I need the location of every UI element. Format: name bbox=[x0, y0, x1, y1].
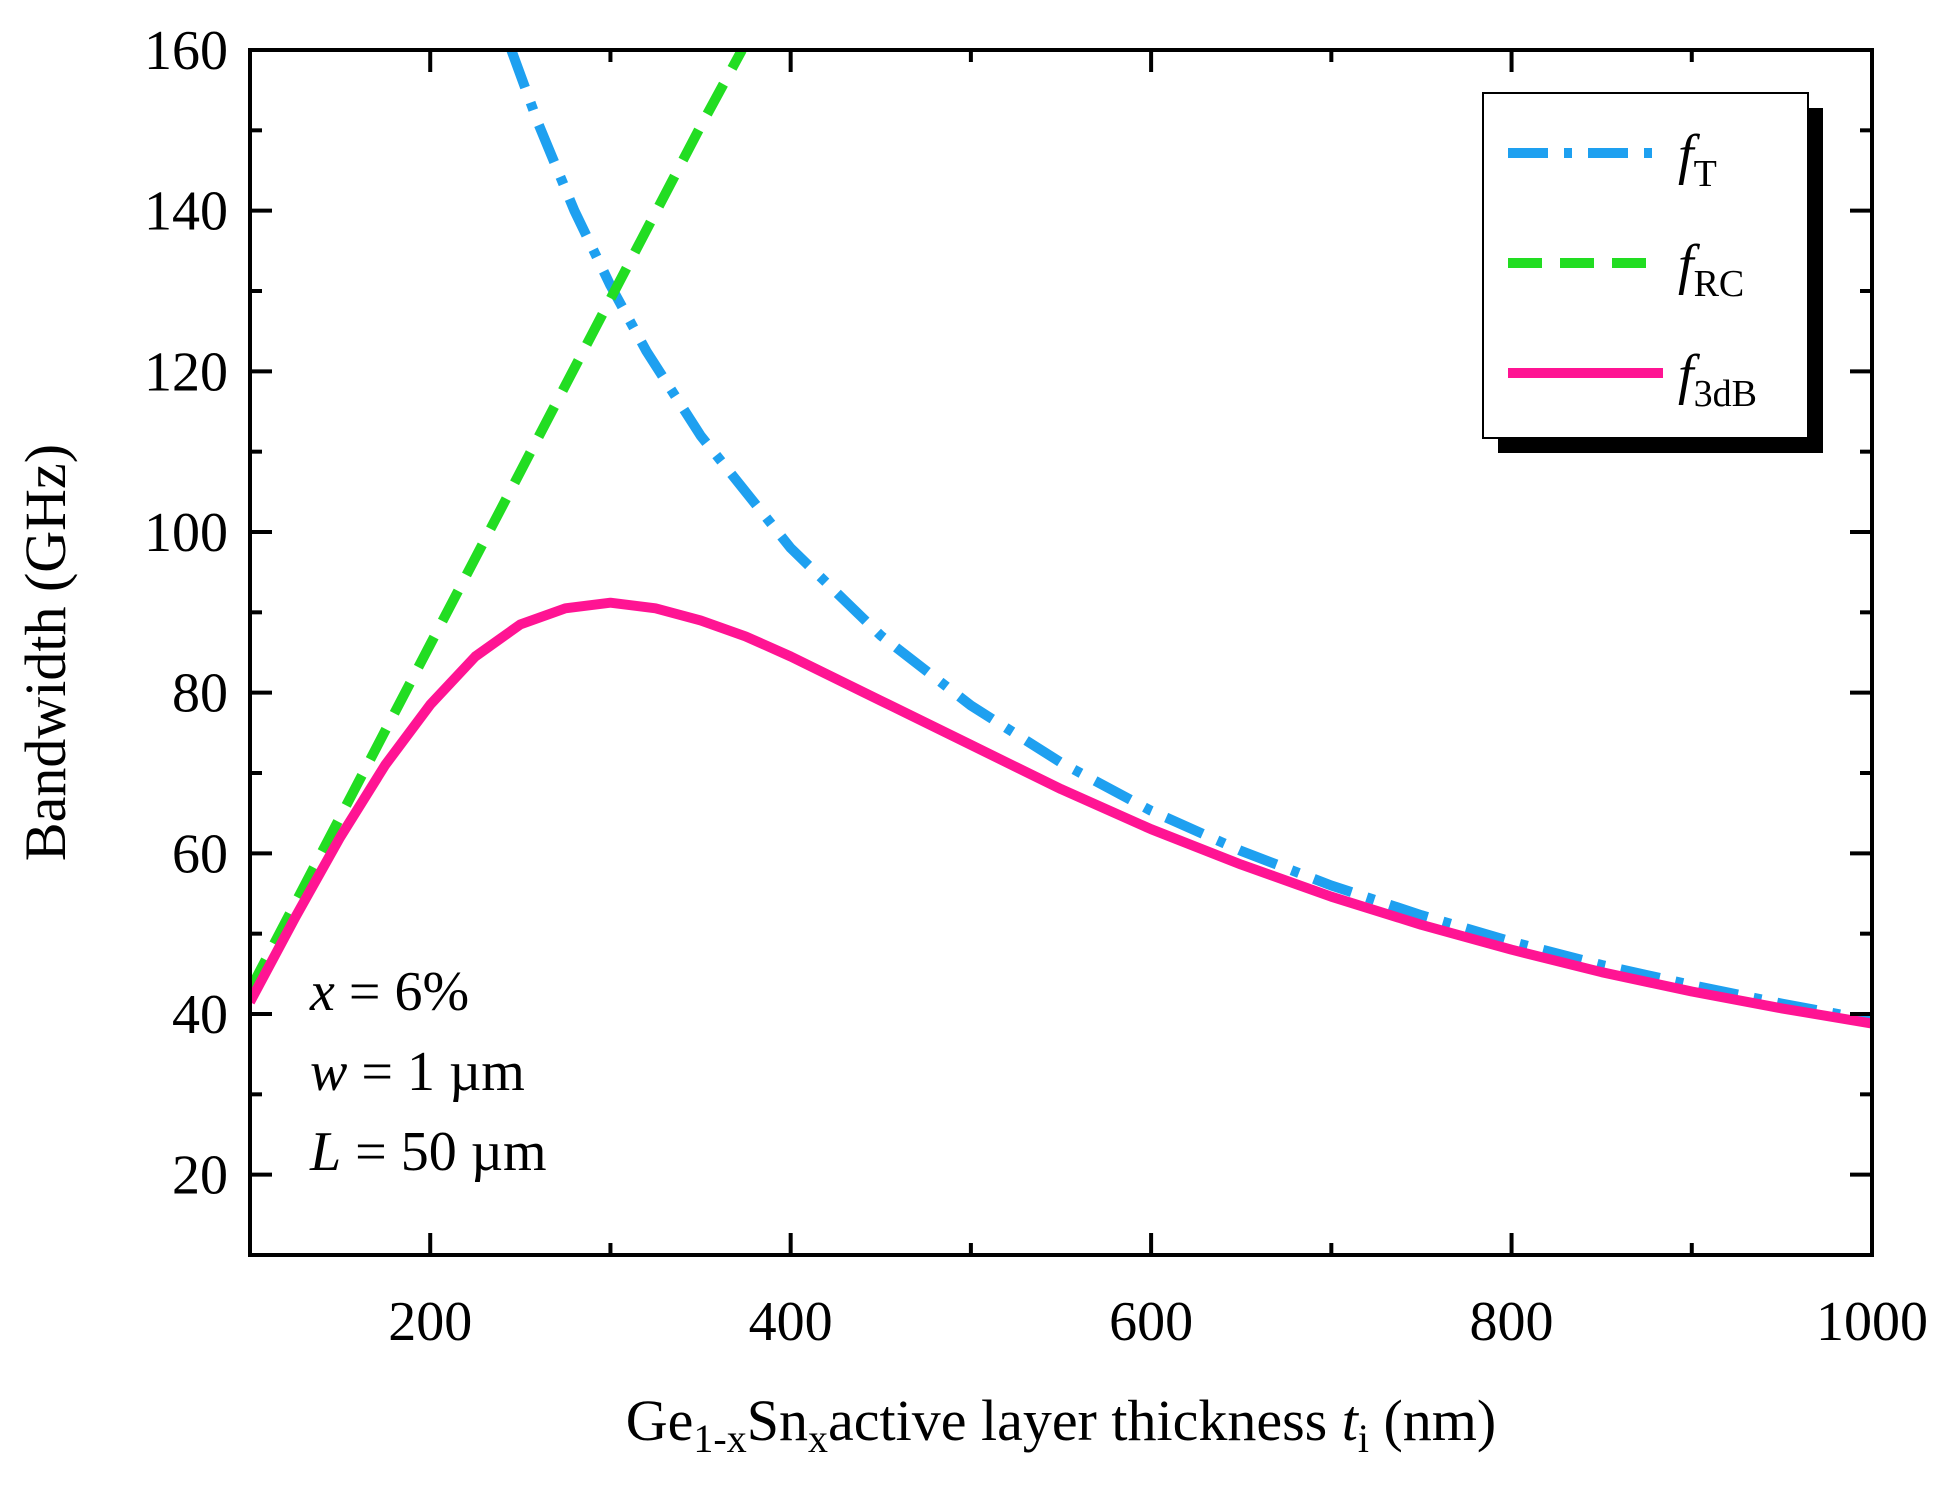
annotation-value: = 50 µm bbox=[341, 1121, 546, 1183]
series-line-3db bbox=[250, 597, 1872, 1029]
annotation-w: w = 1 µm bbox=[310, 1041, 525, 1103]
annotation-x: x = 6% bbox=[309, 961, 469, 1023]
y-tick-label: 140 bbox=[144, 181, 228, 243]
annotation-value: = 6% bbox=[335, 961, 469, 1023]
legend-label-subscript: 3dB bbox=[1694, 373, 1757, 415]
y-tick-label: 80 bbox=[172, 663, 228, 725]
annotation-variable: w bbox=[310, 1041, 347, 1103]
series-layer bbox=[250, 50, 1872, 1029]
x-axis-title-subscript: i bbox=[1358, 1416, 1369, 1461]
x-axis-title-part: Sn bbox=[747, 1388, 808, 1453]
annotation-value: = 1 µm bbox=[347, 1041, 524, 1103]
x-tick-label: 400 bbox=[749, 1291, 833, 1353]
plot-frame bbox=[248, 48, 1874, 1257]
series-line-t bbox=[506, 50, 1872, 1026]
x-tick-label: 200 bbox=[388, 1291, 472, 1353]
x-tick-label: 800 bbox=[1470, 1291, 1554, 1353]
legend-label-subscript: RC bbox=[1694, 263, 1745, 305]
x-axis-title-italic: t bbox=[1342, 1388, 1360, 1453]
x-tick-label: 600 bbox=[1109, 1291, 1193, 1353]
annotation-layer: x = 6%w = 1 µmL = 50 µm bbox=[309, 961, 547, 1183]
tick-labels-layer: 200 400 600 800 1000 20 40 60 80 100 120 140 160 bbox=[144, 20, 1928, 1353]
ticks-layer bbox=[248, 48, 1874, 1257]
y-axis-title: Bandwidth (GHz) bbox=[13, 444, 78, 861]
y-tick-label: 100 bbox=[144, 502, 228, 564]
x-axis-title-subscript: 1-x bbox=[693, 1416, 746, 1461]
y-tick-label: 40 bbox=[172, 984, 228, 1046]
x-tick-label: 1000 bbox=[1816, 1291, 1928, 1353]
y-tick-label: 20 bbox=[172, 1145, 228, 1207]
x-axis-title-part: active layer thickness bbox=[828, 1388, 1342, 1453]
y-tick-label: 120 bbox=[144, 341, 228, 403]
x-axis-title-part: Ge bbox=[626, 1388, 694, 1453]
annotation-variable: L bbox=[309, 1121, 341, 1183]
y-tick-label: 60 bbox=[172, 823, 228, 885]
legend-label-subscript: T bbox=[1694, 153, 1717, 195]
x-axis-title-subscript: x bbox=[808, 1416, 828, 1461]
y-tick-label: 160 bbox=[144, 20, 228, 82]
x-axis-title-part: (nm) bbox=[1369, 1388, 1496, 1453]
annotation-l: L = 50 µm bbox=[309, 1121, 547, 1183]
series-line-rc bbox=[250, 50, 747, 993]
annotation-variable: x bbox=[309, 961, 335, 1023]
x-axis-title: Ge1-xSnxactive layer thickness ti (nm) bbox=[626, 1388, 1496, 1461]
